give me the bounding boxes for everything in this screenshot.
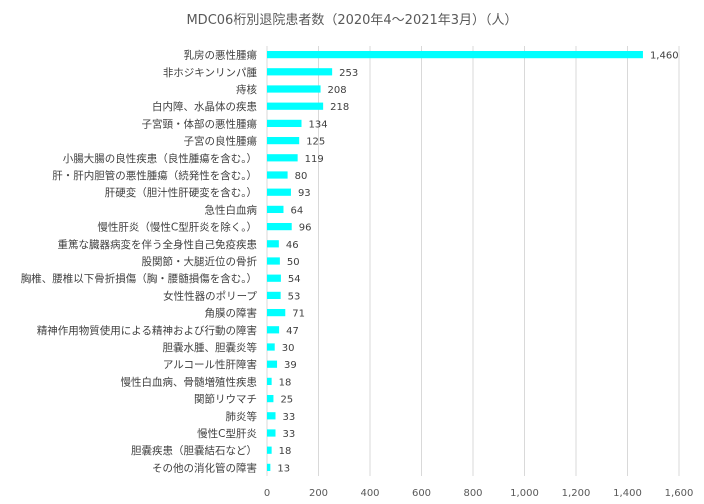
category-label: 白内障、水晶体の疾患: [152, 100, 257, 113]
category-label: 精神作用物質使用による精神および行動の障害: [37, 324, 257, 337]
category-label: 小腸大腸の良性疾患（良性腫瘍を含む。）: [63, 152, 257, 165]
bars: [267, 50, 643, 472]
data-label: 119: [305, 154, 324, 165]
bar: [267, 50, 643, 59]
bar: [267, 394, 274, 403]
category-label: 痔核: [236, 83, 257, 96]
data-label: 13: [277, 463, 290, 474]
bar: [267, 240, 279, 248]
bar: [267, 188, 291, 196]
category-label: 乳房の悪性腫瘍: [184, 49, 258, 62]
bar: [267, 154, 298, 162]
gridlines: [266, 46, 680, 476]
data-label: 33: [282, 429, 295, 440]
category-label: 肝・肝内胆管の悪性腫瘍（続発性を含む。）: [52, 169, 257, 182]
bar: [267, 257, 280, 265]
x-tick-label: 200: [309, 488, 328, 499]
x-tick-label: 400: [360, 488, 379, 499]
bar: [267, 308, 286, 317]
data-label: 208: [328, 85, 347, 96]
data-label: 125: [306, 137, 325, 148]
data-label: 18: [279, 446, 292, 457]
bar: [267, 85, 321, 93]
chart-title: MDC06桁別退院患者数（2020年4～2021年3月）（人）: [186, 13, 517, 28]
bar: [267, 360, 278, 368]
category-label: 胆嚢疾患（胆嚢結石など）: [131, 444, 257, 457]
data-label: 54: [288, 274, 301, 285]
category-label: 慢性白血病、骨髄増殖性疾患: [121, 375, 258, 388]
x-tick-label: 800: [463, 488, 482, 499]
x-tick-label: 1,400: [613, 488, 642, 499]
bar: [267, 68, 333, 76]
category-label: 肝硬変（胆汁性肝硬変を含む。）: [105, 186, 257, 199]
data-label: 39: [284, 360, 297, 371]
category-label: 急性白血病: [205, 203, 258, 216]
data-label: 53: [288, 291, 301, 302]
category-label: 角膜の障害: [205, 307, 258, 320]
category-label: 胸椎、腰椎以下骨折損傷（胸・腰髄損傷を含む。）: [21, 272, 257, 285]
category-label: アルコール性肝障害: [163, 358, 257, 371]
bar: [267, 412, 276, 420]
x-tick-label: 600: [412, 488, 431, 499]
data-label: 25: [280, 395, 293, 406]
category-labels: 乳房の悪性腫瘍非ホジキンリンパ腫痔核白内障、水晶体の疾患子宮頸・体部の悪性腫瘍子…: [21, 49, 258, 475]
bar: [267, 326, 280, 334]
data-label: 253: [339, 68, 358, 79]
x-tick-label: 1,200: [562, 488, 591, 499]
category-label: 重篤な臓器病変を伴う全身性自己免疫疾患: [58, 238, 258, 251]
data-label: 134: [309, 119, 328, 130]
bar: [267, 171, 288, 179]
bar: [267, 377, 272, 386]
data-label: 64: [290, 205, 303, 216]
data-label: 93: [298, 188, 311, 199]
x-tick-label: 1,600: [665, 488, 694, 499]
category-label: 非ホジキンリンパ腫: [163, 66, 258, 79]
category-label: 子宮頸・体部の悪性腫瘍: [142, 117, 258, 130]
bar: [267, 446, 272, 454]
data-label: 46: [286, 240, 299, 251]
category-label: 慢性肝炎（慢性C型肝炎を除く。）: [97, 221, 257, 234]
category-label: 股関節・大腿近位の骨折: [142, 255, 258, 268]
category-label: 慢性C型肝炎: [197, 427, 257, 440]
category-label: 関節リウマチ: [194, 393, 257, 406]
bar: [267, 274, 281, 282]
bar: [267, 463, 271, 472]
category-label: 子宮の良性腫瘍: [184, 135, 258, 148]
bar: [267, 222, 292, 231]
category-label: 女性性器のポリープ: [163, 289, 257, 302]
bar: [267, 119, 302, 128]
data-label: 47: [286, 326, 299, 337]
data-label: 33: [282, 412, 295, 423]
category-label: その他の消化管の障害: [152, 461, 257, 474]
bar: [267, 291, 281, 300]
bar: [267, 205, 284, 214]
data-label: 96: [299, 223, 312, 234]
x-tick-label: 1,000: [510, 488, 539, 499]
data-label: 80: [295, 171, 308, 182]
category-label: 肺炎等: [226, 410, 258, 423]
data-label: 1,460: [650, 51, 679, 62]
data-label: 50: [287, 257, 300, 268]
data-label: 30: [282, 343, 295, 354]
x-axis-tick-labels: 0 200 400 600 800 1,000 1,200 1,400 1,600: [264, 488, 694, 499]
data-label: 18: [279, 377, 292, 388]
bar: [267, 136, 300, 145]
data-label: 218: [330, 102, 349, 113]
data-label: 71: [292, 309, 305, 320]
x-tick-label: 0: [264, 488, 270, 499]
bar: [267, 102, 324, 110]
bar: [267, 429, 276, 437]
bar: [267, 343, 275, 351]
category-label: 胆嚢水腫、胆嚢炎等: [163, 341, 258, 354]
